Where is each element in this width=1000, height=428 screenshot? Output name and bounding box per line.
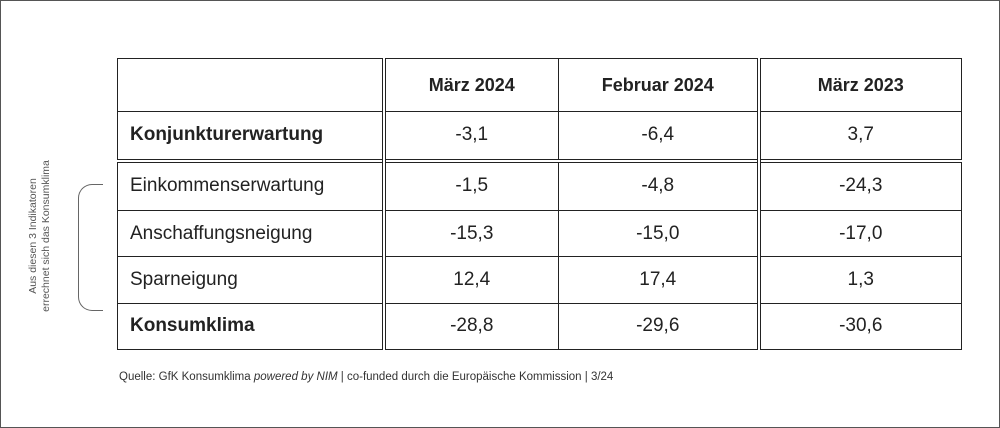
table-cell: -28,8 [381, 302, 559, 351]
table-cell: 3,7 [756, 110, 962, 162]
source-italic: powered by NIM [253, 371, 338, 383]
table-cell: -4,8 [558, 158, 759, 211]
table-row: Anschaffungsneigung -15,3 -15,0 -17,0 [117, 209, 962, 258]
table-cell: -15,3 [381, 209, 559, 258]
row-label-konsumklima: Konsumklima [117, 302, 384, 351]
table-cell: -6,4 [558, 110, 759, 162]
header-empty-cell [117, 58, 384, 112]
grouping-bracket [78, 184, 103, 311]
table-cell: -15,0 [558, 209, 759, 258]
row-label-sparneigung: Sparneigung [117, 256, 384, 304]
header-maerz-2024: März 2024 [381, 58, 559, 112]
table-cell: -17,0 [756, 209, 962, 258]
row-label-konjunkturerwartung: Konjunkturerwartung [117, 110, 384, 162]
table-cell: 1,3 [756, 256, 962, 304]
table-cell: 17,4 [558, 256, 759, 304]
side-note-line-2: errechnet sich das Konsumklima [40, 160, 52, 312]
table-cell: -29,6 [558, 302, 759, 351]
table-header-row: März 2024 Februar 2024 März 2023 [117, 58, 962, 112]
side-note-line-1: Aus diesen 3 Indikatoren [27, 178, 39, 294]
table-row: Konjunkturerwartung -3,1 -6,4 3,7 [117, 110, 962, 162]
table-cell: -1,5 [381, 158, 559, 211]
table-cell: -30,6 [756, 302, 962, 351]
consumer-climate-table: März 2024 Februar 2024 März 2023 Konjunk… [117, 58, 962, 351]
source-suffix: | co-funded durch die Europäische Kommis… [337, 371, 614, 383]
table-cell: -3,1 [381, 110, 559, 162]
table-row: Konsumklima -28,8 -29,6 -30,6 [117, 302, 962, 351]
header-maerz-2023: März 2023 [756, 58, 962, 112]
source-prefix: Quelle: GfK Konsumklima [119, 371, 254, 383]
table-row: Einkommenserwartung -1,5 -4,8 -24,3 [117, 158, 962, 211]
row-label-anschaffungsneigung: Anschaffungsneigung [117, 209, 384, 258]
side-note: Aus diesen 3 Indikatoren errechnet sich … [27, 156, 52, 316]
header-februar-2024: Februar 2024 [558, 58, 759, 112]
table-cell: -24,3 [756, 158, 962, 211]
table-row: Sparneigung 12,4 17,4 1,3 [117, 256, 962, 304]
source-note: Quelle: GfK Konsumklima powered by NIM |… [119, 371, 613, 383]
table-cell: 12,4 [381, 256, 559, 304]
row-label-einkommenserwartung: Einkommenserwartung [117, 158, 384, 211]
side-note-text: Aus diesen 3 Indikatoren errechnet sich … [27, 146, 53, 326]
